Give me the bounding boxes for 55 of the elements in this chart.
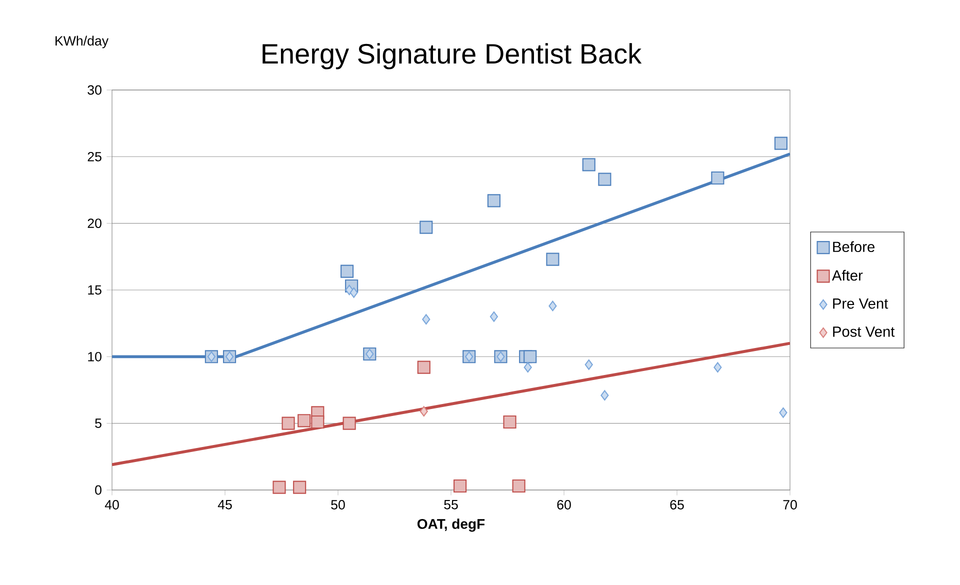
point [503,415,516,429]
legend-label: After [832,270,863,281]
y-tick-label: 25 [88,152,102,162]
point [779,407,788,418]
point [490,311,498,322]
point [524,362,532,373]
x-tick-label: 60 [557,500,571,510]
y-tick-label: 20 [88,218,102,228]
x-tick-label: 65 [670,500,684,510]
point [420,220,433,234]
point [454,479,467,493]
x-tick-label: 55 [444,500,458,510]
point [420,406,428,417]
y-tick-label: 0 [95,485,102,495]
y-tick-label: 10 [88,352,102,362]
point [496,351,505,362]
legend-label: Before [833,241,874,252]
point [311,415,324,429]
point [600,390,609,401]
point [342,416,356,430]
point [548,300,557,312]
point [293,480,306,494]
point [282,416,295,430]
point [584,359,593,370]
point [546,252,560,266]
point [298,414,311,428]
point [225,351,234,362]
point [207,351,216,362]
legend-label: Post Vent [833,326,895,337]
point [272,480,286,494]
point [512,479,526,493]
point [774,136,788,150]
legend-label: Pre Vent [833,298,888,309]
x-tick-label: 50 [331,500,345,510]
point [366,348,374,360]
point [582,158,596,172]
x-tick-label: 40 [104,500,119,510]
x-axis-title: OAT, degF [417,518,485,532]
point [465,351,474,362]
point [598,172,612,186]
point [711,171,724,185]
y-tick-label: 15 [88,285,102,295]
point [487,194,500,208]
point [524,350,537,364]
point [350,287,358,298]
point [422,314,430,325]
y-tick-label: 30 [88,85,102,95]
chart-title: Energy Signature Dentist Back [262,43,642,70]
y-axis-title: KWh/day [56,36,109,48]
x-tick-label: 45 [218,500,232,510]
y-tick-label: 5 [95,418,102,428]
point [340,264,354,278]
point [714,362,722,373]
point [417,360,430,374]
x-tick-label: 70 [783,500,797,510]
